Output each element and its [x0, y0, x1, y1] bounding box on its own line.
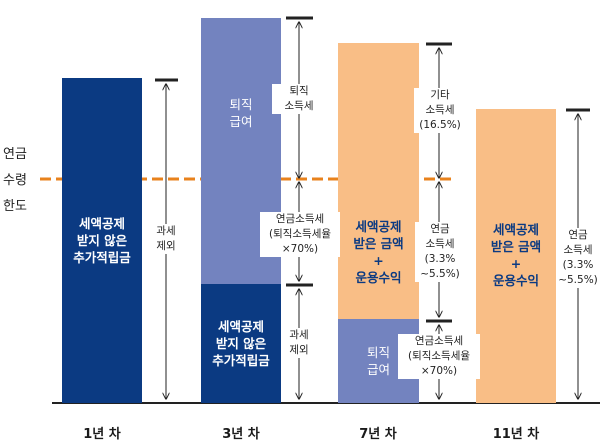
y7-middle-tax-label: 연금 소득세 (3.3% ~5.5%)	[415, 222, 465, 282]
pension-limit-label-line2: 수령	[3, 173, 27, 188]
y3-bottom-bar: 세액공제 받지 않은 추가적립금	[201, 284, 281, 403]
year-1-label: 1년 차	[83, 427, 121, 442]
y7-top-bar: 세액공제 받은 금액 + 운용수익	[338, 43, 419, 319]
pension-limit-label: 연금 수령 한도	[3, 142, 27, 220]
year-11-label: 11년 차	[492, 427, 540, 442]
y11-bar: 세액공제 받은 금액 + 운용수익	[476, 109, 556, 403]
y3-upper-tax-label: 퇴직 소득세	[272, 84, 326, 114]
y7-lower-tax-label: 연금소득세 (퇴직소득세율 ×70%)	[398, 334, 480, 379]
y1-tax-label: 과세 제외	[148, 224, 184, 254]
y3-middle-tax-label: 연금소득세 (퇴직소득세율 ×70%)	[260, 212, 340, 257]
y7-upper-tax-label: 기타 소득세 (16.5%)	[414, 88, 466, 133]
y3-lower-tax-label: 과세 제외	[281, 328, 317, 358]
pension-limit-label-line3: 한도	[3, 199, 27, 214]
pension-limit-label-line1: 연금	[3, 147, 27, 162]
y1-bar: 세액공제 받지 않은 추가적립금	[62, 78, 142, 403]
year-3-label: 3년 차	[222, 427, 260, 442]
year-7-label: 7년 차	[359, 427, 397, 442]
y11-tax-label: 연금 소득세 (3.3% ~5.5%)	[556, 228, 600, 288]
